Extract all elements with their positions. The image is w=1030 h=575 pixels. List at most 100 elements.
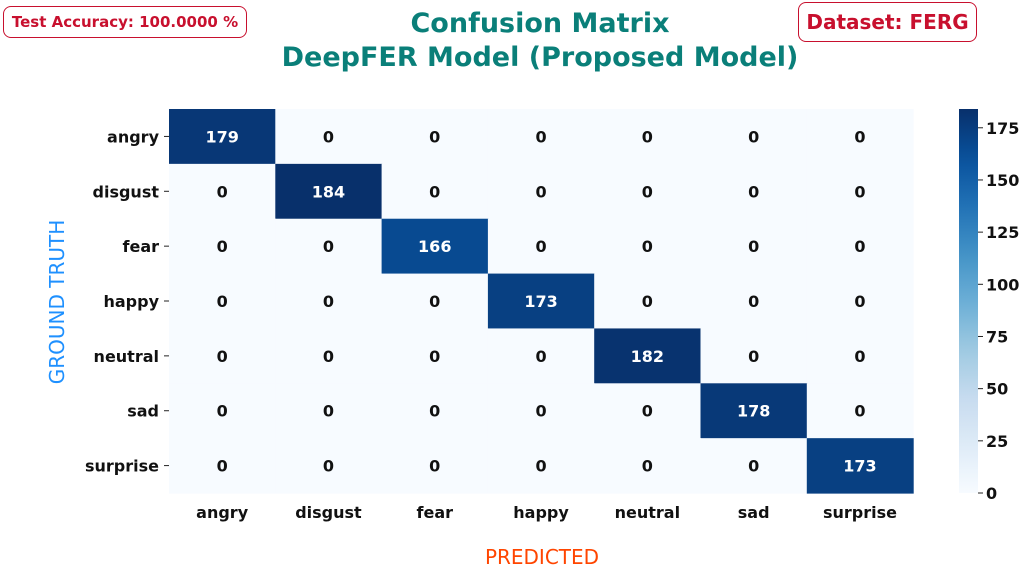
heatmap-cell (169, 273, 276, 330)
chart-title-line2: DeepFER Model (Proposed Model) (281, 42, 799, 73)
cell-value-label: 0 (642, 457, 653, 476)
heatmap-cell (487, 163, 595, 220)
cell-value-label: 182 (631, 347, 664, 366)
x-tick-label: happy (513, 503, 569, 522)
x-tick-label: disgust (295, 503, 362, 522)
heatmap-cell (806, 218, 914, 275)
y-tick-label: fear (123, 237, 160, 256)
heatmap-cell (487, 328, 595, 384)
cell-value-label: 173 (843, 457, 876, 476)
heatmap-cell (594, 328, 702, 384)
cell-value-label: 0 (854, 292, 865, 311)
cell-value-label: 0 (429, 402, 440, 421)
heatmap-cell (381, 109, 489, 165)
cell-value-label: 0 (535, 127, 546, 146)
heatmap-cell (700, 328, 808, 384)
colorbar-tick-label: 150 (986, 171, 1019, 190)
cell-value-label: 0 (217, 237, 228, 256)
heatmap-cell (806, 438, 914, 494)
heatmap-cell (275, 383, 383, 439)
x-tick-label: fear (417, 503, 454, 522)
colorbar-tick-label: 100 (986, 275, 1019, 294)
cell-value-label: 0 (323, 457, 334, 476)
colorbar-tick-label: 50 (986, 380, 1008, 399)
heatmap-cell (806, 109, 914, 165)
heatmap-cell (487, 218, 595, 275)
cell-value-label: 0 (535, 457, 546, 476)
y-tick-label: surprise (85, 457, 159, 476)
cell-value-label: 0 (748, 457, 759, 476)
y-tick-label: sad (127, 402, 159, 421)
dataset-badge: Dataset: FERG (798, 2, 977, 42)
cell-value-label: 0 (748, 182, 759, 201)
cell-value-label: 0 (323, 292, 334, 311)
cell-value-label: 0 (642, 237, 653, 256)
y-tick-label: neutral (94, 347, 159, 366)
heatmap-cell (594, 163, 702, 220)
heatmap-cell (700, 273, 808, 330)
heatmap-cell (700, 383, 808, 439)
heatmap-cell (594, 438, 702, 494)
heatmap-cell (275, 109, 383, 165)
colorbar-tick-label: 75 (986, 327, 1008, 346)
x-axis-title: PREDICTED (485, 545, 599, 569)
heatmap-cell (381, 328, 489, 384)
heatmap-cell (169, 109, 276, 165)
cell-value-label: 0 (642, 292, 653, 311)
heatmap-cell (381, 218, 489, 275)
y-axis-title: GROUND TRUTH (45, 220, 69, 385)
cell-value-label: 0 (217, 457, 228, 476)
y-tick-label: disgust (93, 182, 160, 201)
heatmap-cell (806, 328, 914, 384)
cell-value-label: 0 (854, 237, 865, 256)
heatmap-cell (700, 218, 808, 275)
colorbar-tick-label: 125 (986, 223, 1019, 242)
test-accuracy-badge: Test Accuracy: 100.0000 % (3, 6, 247, 38)
cell-value-label: 166 (418, 237, 451, 256)
heatmap-cell (487, 438, 595, 494)
cell-value-label: 0 (642, 127, 653, 146)
heatmap-cell (169, 328, 276, 384)
cell-value-label: 0 (535, 347, 546, 366)
cell-value-label: 0 (642, 182, 653, 201)
cell-value-label: 0 (854, 347, 865, 366)
cell-value-label: 0 (748, 237, 759, 256)
heatmap-cell (806, 273, 914, 330)
cell-value-label: 0 (854, 402, 865, 421)
heatmap-cell (381, 438, 489, 494)
heatmap-cell (594, 218, 702, 275)
cell-value-label: 178 (737, 402, 770, 421)
heatmap-cell (806, 383, 914, 439)
cell-value-label: 0 (535, 237, 546, 256)
colorbar-tick-label: 175 (986, 119, 1019, 138)
cell-value-label: 173 (524, 292, 557, 311)
y-tick-label: angry (107, 127, 160, 146)
heatmap-cell (169, 218, 276, 275)
heatmap-cell (700, 163, 808, 220)
cell-value-label: 0 (429, 347, 440, 366)
heatmap-cell (275, 218, 383, 275)
cell-value-label: 0 (429, 182, 440, 201)
cell-value-label: 0 (535, 402, 546, 421)
cell-value-label: 0 (748, 292, 759, 311)
cell-value-label: 0 (217, 347, 228, 366)
colorbar-tick-label: 25 (986, 432, 1008, 451)
x-tick-label: angry (196, 503, 249, 522)
colorbar (959, 109, 978, 493)
cell-value-label: 0 (642, 402, 653, 421)
x-tick-label: surprise (823, 503, 897, 522)
heatmap-cell (806, 163, 914, 220)
heatmap-cell (169, 163, 276, 220)
cell-value-label: 184 (312, 182, 345, 201)
heatmap-cell (275, 273, 383, 330)
chart-title-line1: Confusion Matrix (410, 8, 670, 39)
cell-value-label: 0 (217, 402, 228, 421)
cell-value-label: 0 (748, 127, 759, 146)
cell-value-label: 0 (854, 127, 865, 146)
heatmap-cell (487, 273, 595, 330)
heatmap-cell (594, 109, 702, 165)
cell-value-label: 0 (854, 182, 865, 201)
heatmap-cell (275, 438, 383, 494)
x-tick-label: sad (738, 503, 770, 522)
